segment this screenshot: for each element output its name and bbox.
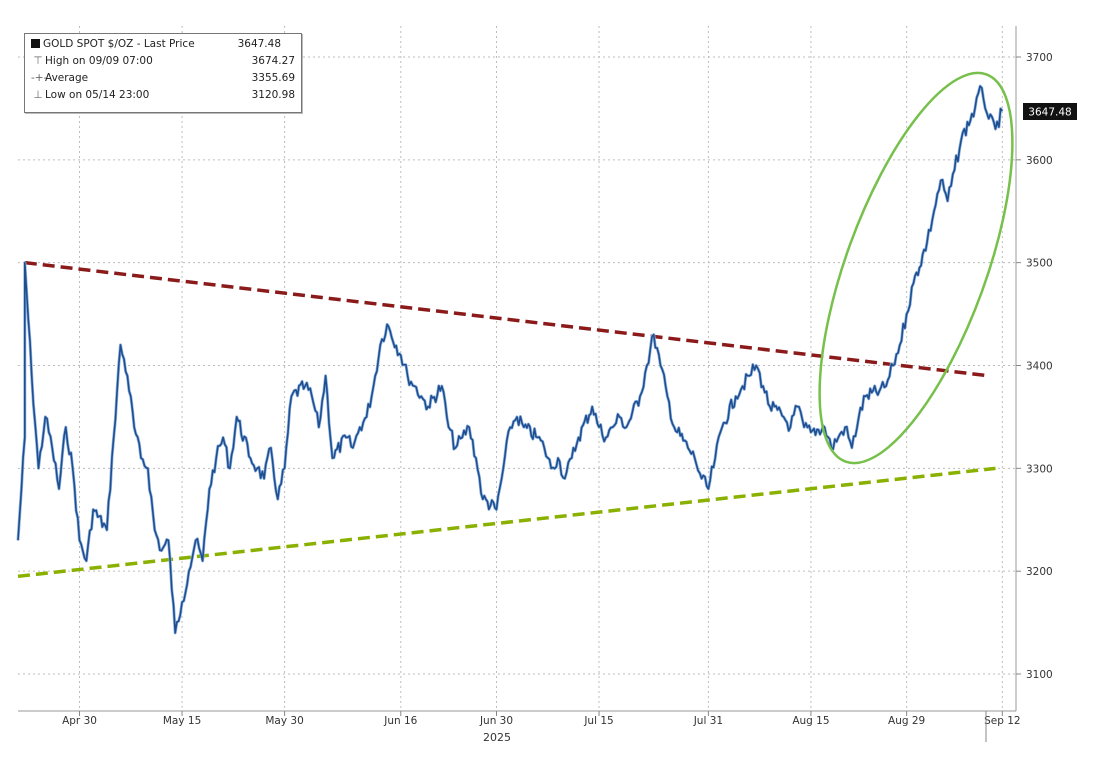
breakout-ellipse <box>818 71 1014 465</box>
x-tick-label: Sep 12 <box>984 715 1021 727</box>
legend-average-label: Average <box>45 72 89 84</box>
y-tick-label: 3500 <box>1026 258 1053 270</box>
price-line <box>17 85 1003 634</box>
x-tick-label: Jul 31 <box>693 715 723 727</box>
y-tick-label: 3300 <box>1026 463 1053 475</box>
y-tick-label: 3200 <box>1026 566 1053 578</box>
x-tick-label: Aug 29 <box>888 715 925 727</box>
x-tick-label: Jul 15 <box>583 715 613 727</box>
legend: GOLD SPOT $/OZ - Last Price 3647.48 ⊤ High… <box>24 33 302 113</box>
legend-high-row: ⊤ High on 09/09 07:00 3674.27 <box>31 55 295 70</box>
y-tick-label: 3700 <box>1026 52 1053 64</box>
resistance-trendline <box>24 260 989 378</box>
x-axis-year-label: 2025 <box>483 731 511 744</box>
high-marker-icon: ⊤ <box>33 55 43 67</box>
x-axis-ticks: Apr 30 May 15 May 30 Jun 16 Jun 30 Jul 15 Jul … <box>62 711 1021 727</box>
legend-series-label: GOLD SPOT $/OZ - Last Price <box>43 38 195 50</box>
x-tick-label: Aug 15 <box>792 715 829 727</box>
legend-last-value: 3647.48 <box>237 38 281 50</box>
trendlines <box>17 260 996 579</box>
x-tick-label: May 30 <box>265 715 303 727</box>
gridlines <box>18 26 1016 711</box>
last-price-tag: 3647.48 <box>1023 103 1077 120</box>
legend-low-value: 3120.98 <box>251 89 295 101</box>
legend-average-value: 3355.69 <box>251 72 295 84</box>
last-price-tag-text: 3647.48 <box>1028 107 1071 119</box>
y-axis-ticks: 3100 3200 3300 3400 3500 3600 3700 <box>1016 52 1053 681</box>
legend-high-label: High on 09/09 07:00 <box>45 55 153 67</box>
x-tick-label: Apr 30 <box>62 715 97 727</box>
y-tick-label: 3600 <box>1026 155 1053 167</box>
legend-low-row: ⊥ Low on 05/14 23:00 3120.98 <box>31 89 295 104</box>
average-marker-icon: -+- <box>31 72 48 84</box>
legend-series-row: GOLD SPOT $/OZ - Last Price 3647.48 <box>31 38 281 53</box>
low-marker-icon: ⊥ <box>33 89 43 101</box>
support-trendline <box>17 466 996 579</box>
legend-average-row: -+-Average 3355.69 <box>31 72 295 87</box>
series-swatch-icon <box>31 39 40 48</box>
legend-low-label: Low on 05/14 23:00 <box>45 89 150 101</box>
price-series <box>16 84 1004 635</box>
x-tick-label: May 15 <box>163 715 201 727</box>
legend-high-value: 3674.27 <box>251 55 295 67</box>
x-tick-label: Jun 30 <box>479 715 513 727</box>
x-tick-label: Jun 16 <box>383 715 417 727</box>
y-tick-label: 3100 <box>1026 669 1053 681</box>
y-tick-label: 3400 <box>1026 361 1053 373</box>
